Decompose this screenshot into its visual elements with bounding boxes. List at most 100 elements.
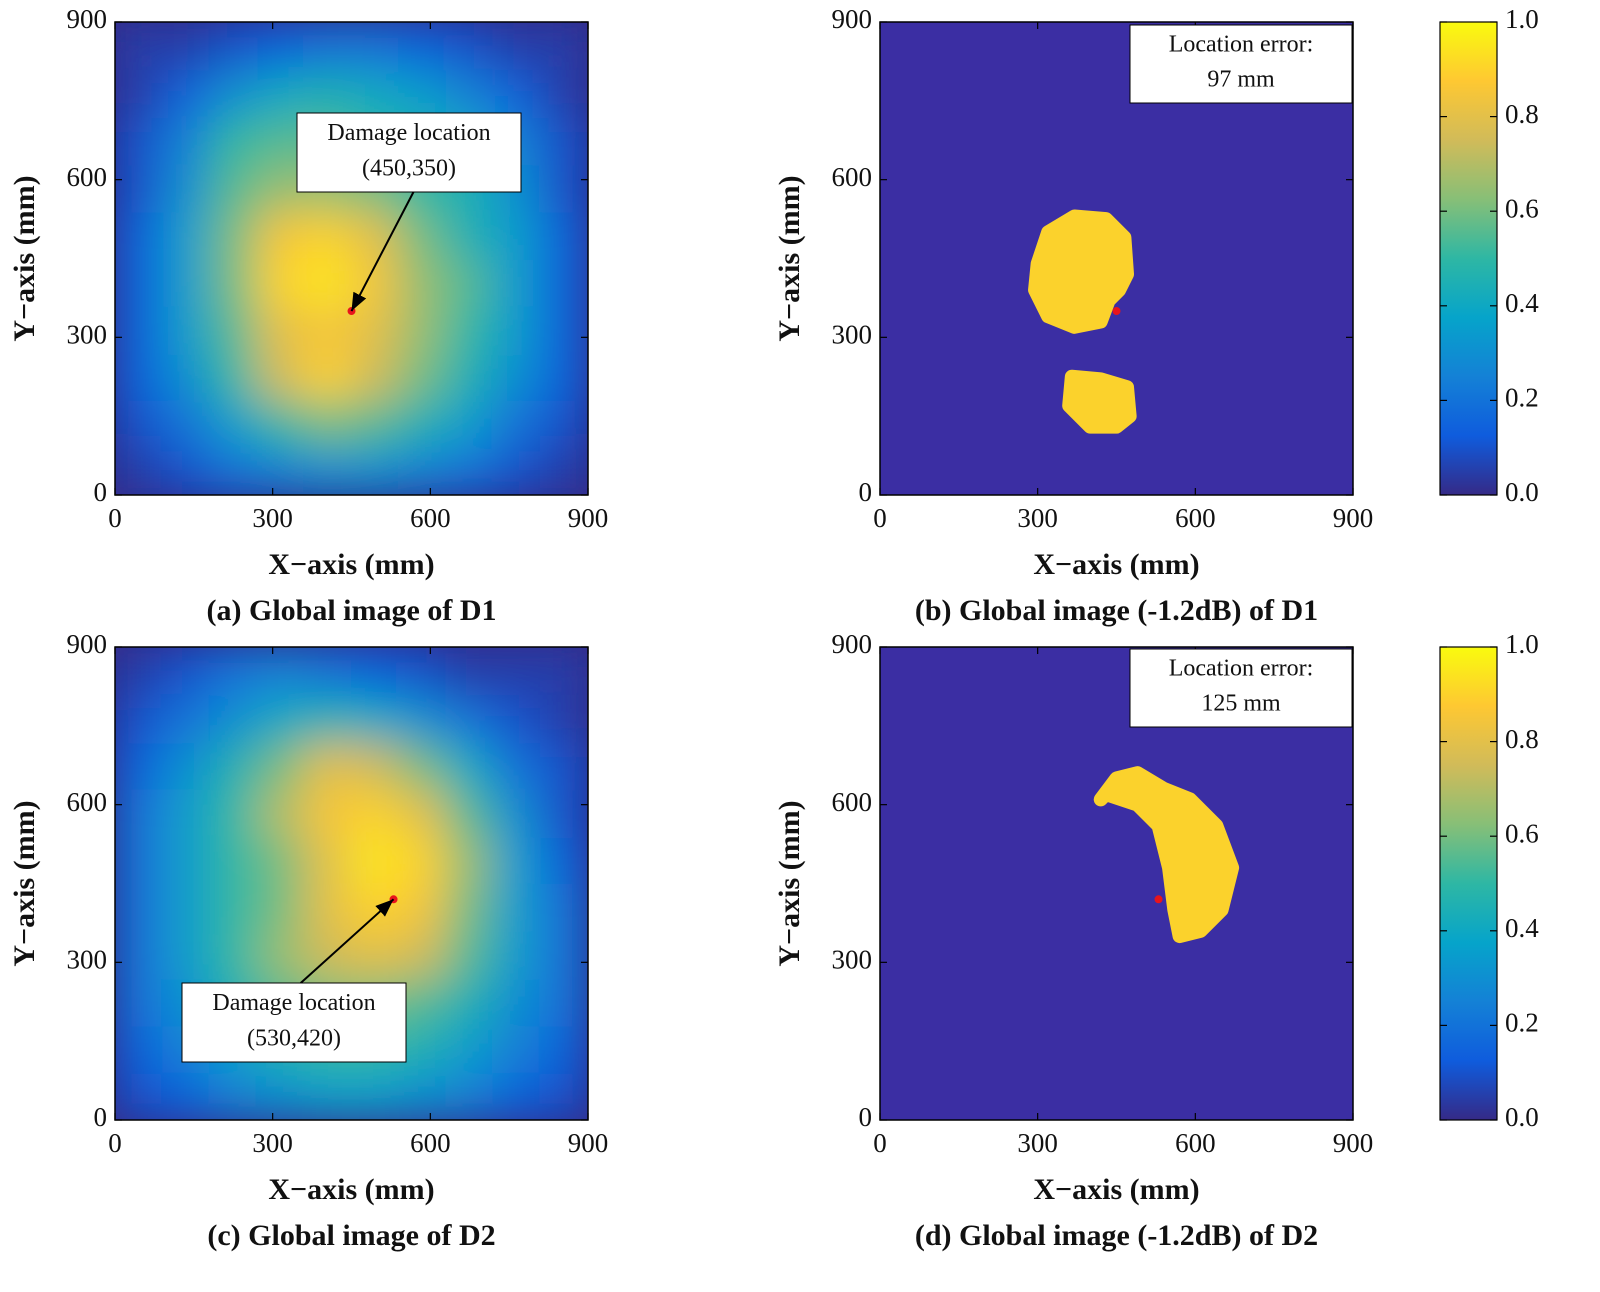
caption: (d) Global image (-1.2dB) of D2 <box>915 1219 1318 1252</box>
threshold-region <box>1093 766 1240 944</box>
heatmap-cell <box>350 740 400 790</box>
heatmap-cell <box>208 68 258 118</box>
heatmap-cell <box>397 22 448 71</box>
heatmap-cell <box>161 257 211 307</box>
heatmap-cell <box>539 162 588 213</box>
heatmap-cell <box>161 647 211 696</box>
y-tick-label: 300 <box>67 320 108 350</box>
heatmap-cell <box>350 929 400 980</box>
x-tick-label: 300 <box>252 1128 293 1158</box>
heatmap-cell <box>161 22 211 71</box>
heatmap-cell <box>445 693 495 743</box>
y-tick-label: 600 <box>67 787 108 817</box>
annotation-box <box>181 982 407 1063</box>
heatmap-cell <box>303 647 353 696</box>
heatmap-cell <box>115 68 164 118</box>
heatmap-cell <box>397 68 448 118</box>
heatmap-cell <box>208 22 258 71</box>
heatmap-cell <box>303 399 353 449</box>
heatmap-cell <box>539 446 588 495</box>
heatmap-cell <box>161 304 211 355</box>
heatmap-cell <box>350 22 400 71</box>
heatmap-cell <box>255 835 306 885</box>
heatmap-cell <box>445 882 495 932</box>
heatmap-cell <box>539 929 588 980</box>
y-tick-label: 900 <box>832 629 873 659</box>
heatmap-cell <box>115 1024 164 1074</box>
axes-frame <box>114 646 589 1121</box>
heatmap-cell <box>445 352 495 402</box>
colorbar-tick-label: 0.0 <box>1505 477 1539 507</box>
heatmap-cell <box>303 787 353 838</box>
x-tick-label: 0 <box>108 503 122 533</box>
heatmap-cell <box>255 882 306 932</box>
heatmap-cell <box>255 929 306 980</box>
heatmap-cell <box>208 882 258 932</box>
x-tick-label: 900 <box>1333 503 1374 533</box>
heatmap-cell <box>445 835 495 885</box>
heatmap-cell <box>208 1071 258 1120</box>
heatmap-cell <box>208 787 258 838</box>
annotation-arrow <box>350 191 415 312</box>
x-axis-label: X−axis (mm) <box>268 548 434 581</box>
heatmap-cell <box>208 647 258 696</box>
annotation-text: Damage location <box>212 990 375 1016</box>
plot-area <box>880 647 1353 1120</box>
plot-area <box>115 22 588 495</box>
heatmap-cell <box>539 68 588 118</box>
heatmap-cell <box>115 446 164 495</box>
heatmap-cell <box>303 446 353 495</box>
heatmap-cell <box>397 304 448 355</box>
y-tick-label: 600 <box>67 162 108 192</box>
caption: (c) Global image of D2 <box>207 1219 495 1252</box>
colorbar-tick-label: 0.6 <box>1505 193 1539 223</box>
heatmap-cell <box>350 210 400 260</box>
heatmap-cell <box>350 693 400 743</box>
annotation-text: Location error: <box>1169 32 1314 58</box>
y-tick-label: 600 <box>832 162 873 192</box>
heatmap-cell <box>445 257 495 307</box>
heatmap-cell <box>161 929 211 980</box>
heatmap-cell <box>115 977 164 1027</box>
heatmap-cell <box>492 787 542 838</box>
heatmap-cell <box>445 1071 495 1120</box>
heatmap-cell <box>397 257 448 307</box>
panel: 0 300 600 900 0 300 600 900 X−axis (mm) Y−axis (m… <box>8 4 608 627</box>
heatmap-cell <box>492 22 542 71</box>
heatmap-cell <box>350 1071 400 1120</box>
heatmap-cell <box>255 210 306 260</box>
y-tick-label: 300 <box>67 945 108 975</box>
heatmap-cell <box>115 835 164 885</box>
heatmap-cell <box>492 977 542 1027</box>
axes-frame <box>114 21 589 496</box>
y-axis-label: Y−axis (mm) <box>8 800 41 966</box>
heatmap-cell <box>350 787 400 838</box>
heatmap-cell <box>115 210 164 260</box>
colorbar-tick-label: 0.6 <box>1505 818 1539 848</box>
heatmap-cell <box>255 446 306 495</box>
heatmap-cell <box>350 68 400 118</box>
heatmap-cell <box>208 446 258 495</box>
heatmap-cell <box>539 882 588 932</box>
heatmap-cell <box>492 929 542 980</box>
y-axis-label: Y−axis (mm) <box>773 175 806 341</box>
x-tick-label: 300 <box>1017 503 1058 533</box>
heatmap-cell <box>208 740 258 790</box>
colorbar <box>1439 21 1498 496</box>
heatmap-cell <box>255 787 306 838</box>
heatmap-cell <box>492 68 542 118</box>
colorbar-tick-label: 0.2 <box>1505 383 1539 413</box>
heatmap-cell <box>539 977 588 1027</box>
heatmap-cell <box>397 882 448 932</box>
heatmap-cell <box>208 115 258 165</box>
y-tick-label: 300 <box>832 320 873 350</box>
heatmap-cell <box>539 693 588 743</box>
heatmap-cell <box>161 162 211 213</box>
heatmap-cell <box>303 352 353 402</box>
heatmap-cell <box>208 835 258 885</box>
heatmap-cell <box>115 693 164 743</box>
heatmap-cell <box>539 740 588 790</box>
y-tick-label: 0 <box>859 1102 873 1132</box>
heatmap-cell <box>445 787 495 838</box>
